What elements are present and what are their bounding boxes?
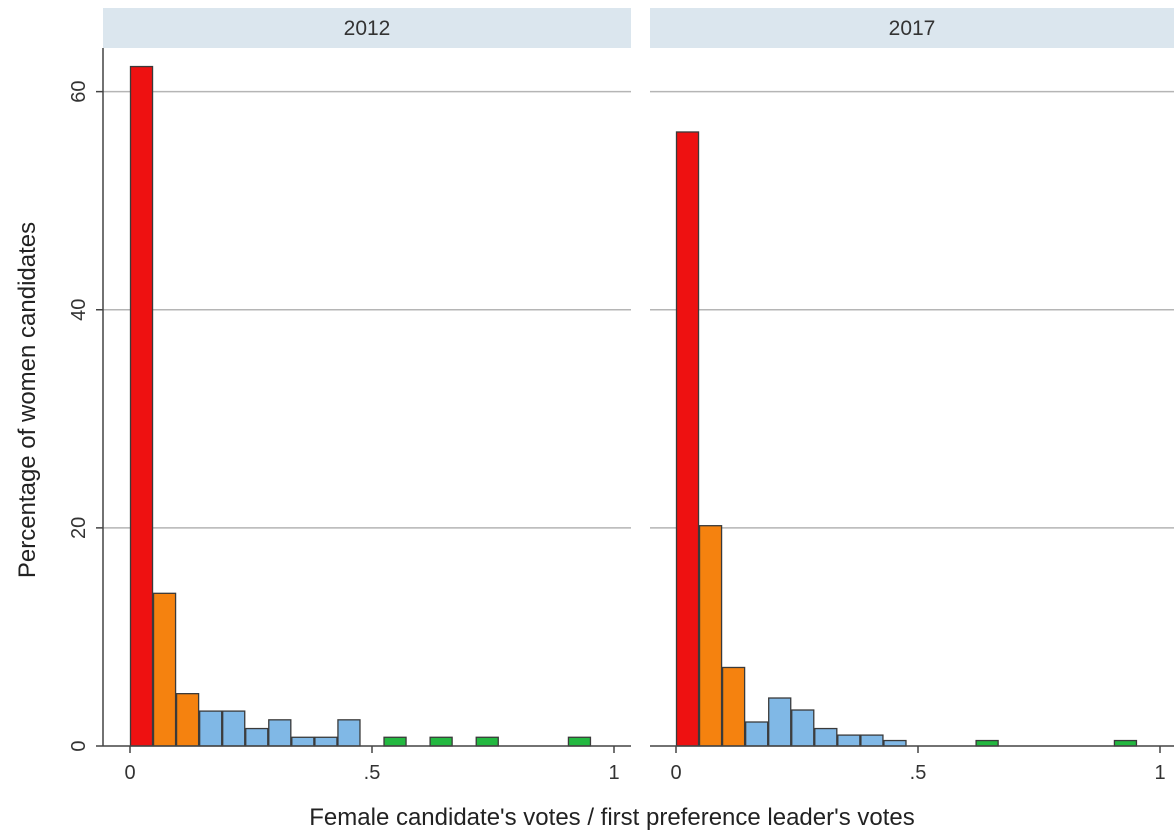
histogram-bar xyxy=(567,736,592,747)
histogram-bar xyxy=(222,710,246,747)
y-axis-title: Percentage of women candidates xyxy=(14,222,41,578)
x-tick-label: .5 xyxy=(910,762,927,784)
y-tick-label: 0 xyxy=(68,740,90,751)
histogram-bar xyxy=(268,719,292,747)
histogram-bar xyxy=(475,736,499,747)
histogram-bar xyxy=(768,697,792,747)
x-axis-title: Female candidate's votes / first prefere… xyxy=(309,804,914,831)
histogram-bar xyxy=(860,734,884,747)
histogram-bar xyxy=(314,736,338,747)
panels-group: 2012 0 .5 1 0 20 40 60 2017 0 .5 1 xyxy=(68,8,1174,784)
x-tick-label: 1 xyxy=(608,762,619,784)
histogram-bar xyxy=(291,736,315,747)
histogram-bar xyxy=(429,736,453,747)
histogram-bar xyxy=(791,709,815,747)
histogram-bar xyxy=(745,721,769,747)
histogram-bar xyxy=(837,734,861,747)
panel-title: 2012 xyxy=(344,17,391,40)
x-tick-label: 0 xyxy=(124,762,135,784)
histogram-bar xyxy=(175,693,200,747)
histogram-bar xyxy=(337,719,361,747)
histogram-bar xyxy=(721,666,746,747)
x-tick-label: .5 xyxy=(364,762,381,784)
histogram-bar xyxy=(883,739,907,747)
histogram-bar xyxy=(152,592,177,747)
histogram-bar xyxy=(199,710,223,747)
panel-2017: 2017 0 .5 1 xyxy=(650,8,1174,784)
y-tick-label: 40 xyxy=(68,299,90,321)
panel-2012: 2012 0 .5 1 0 20 40 60 xyxy=(68,8,631,784)
histogram-bar xyxy=(129,65,154,747)
histogram-bar xyxy=(1113,739,1138,747)
histogram-bar xyxy=(814,727,838,747)
panel-strip xyxy=(103,8,631,48)
histogram-bar xyxy=(675,131,700,747)
histogram-bar xyxy=(975,739,999,747)
x-tick-label: 1 xyxy=(1154,762,1165,784)
y-tick-label: 60 xyxy=(68,81,90,103)
histogram-bar xyxy=(383,736,407,747)
panel-strip xyxy=(650,8,1174,48)
histogram-bar xyxy=(698,525,723,747)
x-tick-label: 0 xyxy=(670,762,681,784)
histogram-bar xyxy=(245,727,269,747)
y-tick-label: 20 xyxy=(68,517,90,539)
panel-title: 2017 xyxy=(889,17,936,40)
